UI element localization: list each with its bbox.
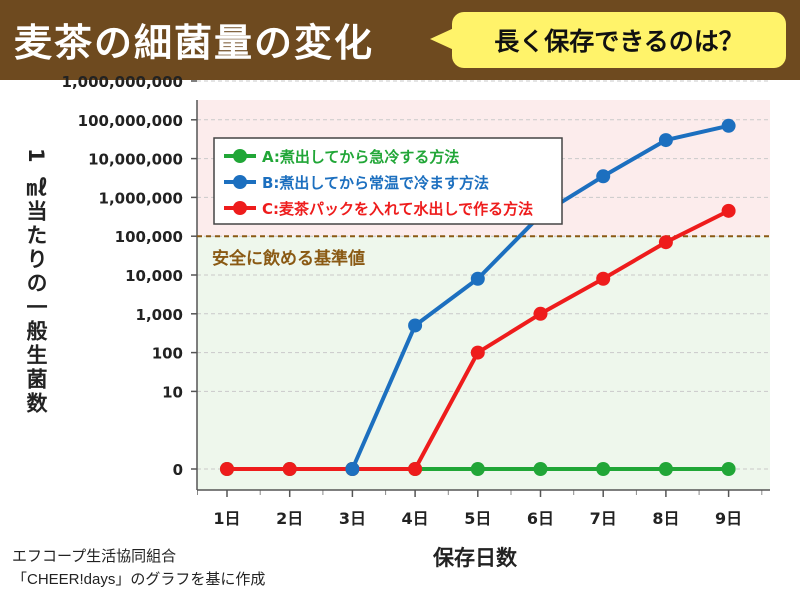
data-point-c bbox=[658, 235, 673, 250]
x-tick-label: 7日 bbox=[590, 509, 617, 528]
y-tick-label: 10,000,000 bbox=[88, 151, 183, 169]
data-point-c bbox=[282, 462, 297, 476]
y-tick-label: 10,000 bbox=[125, 267, 183, 285]
question-text: 長く保存できるのは？ bbox=[494, 27, 744, 56]
data-point-b bbox=[658, 133, 673, 148]
data-point-b bbox=[596, 169, 611, 184]
y-tick-label: 100,000 bbox=[115, 228, 183, 246]
source-credit: エフコープ生活協同組合 「CHEER!days」のグラフを基に作成 bbox=[12, 545, 265, 591]
y-tick-label: 1,000,000,000 bbox=[62, 73, 183, 91]
data-point-c bbox=[596, 271, 611, 286]
source-line-1: エフコープ生活協同組合 bbox=[12, 548, 177, 565]
title-bar: 麦茶の細菌量の変化 長く保存できるのは？ bbox=[0, 0, 800, 80]
x-tick-label: 4日 bbox=[402, 509, 429, 528]
x-tick-label: 8日 bbox=[652, 509, 679, 528]
y-tick-label: 100,000,000 bbox=[78, 112, 183, 130]
legend-swatch-marker bbox=[233, 149, 247, 163]
data-point-b bbox=[470, 271, 485, 286]
y-tick-label: 10 bbox=[162, 383, 183, 401]
data-point-b bbox=[408, 318, 423, 333]
y-axis-label: 1 ㎖当たりの一般生菌数 bbox=[24, 148, 48, 416]
data-point-a bbox=[658, 462, 673, 476]
x-tick-label: 9日 bbox=[715, 509, 742, 528]
data-point-c bbox=[533, 306, 548, 321]
legend-box bbox=[213, 137, 563, 225]
legend-label: B:煮出してから常温で冷ます方法 bbox=[262, 174, 489, 192]
y-tick-label: 1,000,000 bbox=[99, 189, 183, 207]
data-point-c bbox=[470, 345, 485, 360]
data-point-a bbox=[721, 462, 736, 476]
data-point-c bbox=[721, 203, 736, 218]
data-point-a bbox=[533, 462, 548, 476]
threshold-label: 安全に飲める基準値 bbox=[212, 248, 365, 269]
x-axis-label: 保存日数 bbox=[433, 546, 517, 570]
y-tick-label: 1,000 bbox=[136, 306, 183, 324]
x-tick-label: 1日 bbox=[213, 509, 240, 528]
legend-swatch-marker bbox=[233, 175, 247, 189]
page-title: 麦茶の細菌量の変化 bbox=[14, 21, 375, 65]
x-tick-label: 6日 bbox=[527, 509, 554, 528]
data-point-c bbox=[408, 462, 423, 476]
legend-swatch-marker bbox=[233, 201, 247, 215]
question-bubble: 長く保存できるのは？ bbox=[430, 12, 786, 68]
legend-label: C:麦茶パックを入れて水出しで作る方法 bbox=[262, 200, 533, 218]
data-point-a bbox=[470, 462, 485, 476]
y-tick-label: 0 bbox=[173, 461, 183, 479]
x-tick-label: 5日 bbox=[464, 509, 491, 528]
source-line-2: 「CHEER!days」のグラフを基に作成 bbox=[12, 571, 266, 588]
y-tick-label: 100 bbox=[152, 345, 183, 363]
data-point-b bbox=[345, 462, 360, 476]
data-point-b bbox=[721, 118, 736, 133]
legend-label: A:煮出してから急冷する方法 bbox=[262, 148, 459, 166]
x-tick-label: 2日 bbox=[276, 509, 303, 528]
data-point-a bbox=[596, 462, 611, 476]
x-tick-label: 3日 bbox=[339, 509, 366, 528]
data-point-c bbox=[220, 462, 234, 476]
